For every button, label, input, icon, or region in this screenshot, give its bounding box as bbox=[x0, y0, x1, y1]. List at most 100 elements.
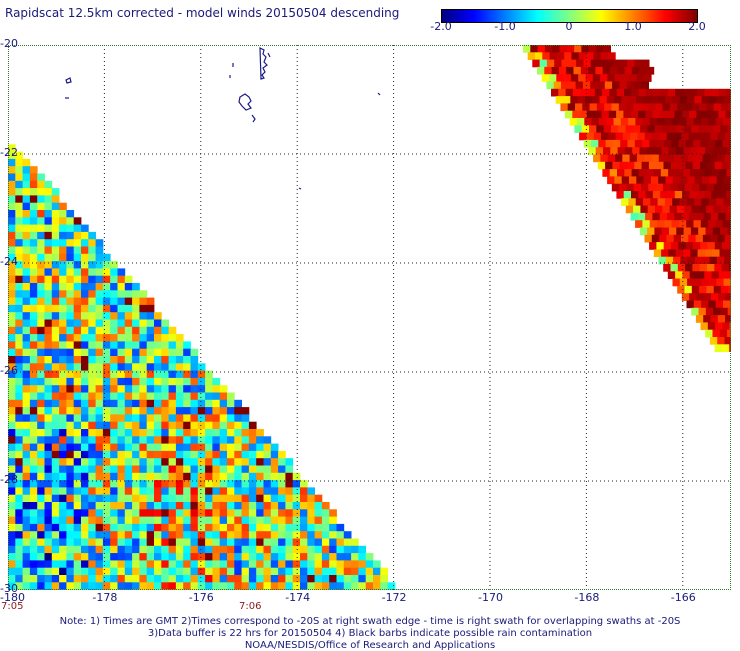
wind-cell bbox=[610, 169, 618, 177]
wind-cell bbox=[344, 546, 352, 554]
wind-cell bbox=[661, 249, 669, 257]
wind-cell bbox=[322, 531, 330, 539]
wind-cell bbox=[638, 111, 646, 119]
wind-cell bbox=[8, 159, 16, 167]
wind-cell bbox=[139, 517, 147, 525]
wind-cell bbox=[118, 444, 126, 452]
wind-cell bbox=[638, 133, 646, 141]
wind-cell bbox=[161, 341, 169, 349]
wind-cell bbox=[198, 553, 206, 561]
wind-cell bbox=[191, 480, 199, 488]
wind-cell bbox=[132, 487, 140, 495]
wind-cell bbox=[66, 217, 74, 225]
wind-cell bbox=[271, 451, 279, 459]
wind-cell bbox=[59, 341, 67, 349]
wind-cell bbox=[110, 341, 118, 349]
wind-cell bbox=[81, 283, 89, 291]
wind-cell bbox=[118, 356, 126, 364]
wind-cell bbox=[66, 473, 74, 481]
wind-cell bbox=[74, 312, 82, 320]
wind-cell bbox=[125, 436, 133, 444]
wind-cell bbox=[227, 414, 235, 422]
wind-cell bbox=[45, 283, 53, 291]
wind-cell bbox=[45, 414, 53, 422]
wind-cell bbox=[704, 293, 712, 301]
wind-cell bbox=[23, 509, 31, 517]
wind-cell bbox=[205, 385, 213, 393]
wind-cell bbox=[646, 169, 654, 177]
wind-cell bbox=[625, 67, 633, 75]
wind-cell bbox=[88, 524, 96, 532]
wind-cell bbox=[264, 458, 272, 466]
wind-cell bbox=[234, 517, 242, 525]
wind-cell bbox=[264, 487, 272, 495]
wind-cell bbox=[593, 52, 601, 60]
wind-cell bbox=[23, 341, 31, 349]
wind-cell bbox=[329, 553, 337, 561]
wind-cell bbox=[8, 385, 16, 393]
wind-cell bbox=[45, 305, 53, 313]
wind-cell bbox=[23, 422, 31, 430]
wind-cell bbox=[234, 502, 242, 510]
wind-cell bbox=[655, 125, 663, 133]
wind-cell bbox=[74, 502, 82, 510]
wind-cell bbox=[37, 560, 45, 568]
wind-cell bbox=[205, 546, 213, 554]
wind-cell bbox=[176, 560, 184, 568]
wind-cell bbox=[88, 305, 96, 313]
wind-cell bbox=[154, 568, 162, 576]
wind-cell bbox=[691, 228, 699, 236]
wind-cell bbox=[645, 133, 653, 141]
wind-cell bbox=[88, 378, 96, 386]
page-title: Rapidscat 12.5km corrected - model winds… bbox=[5, 6, 399, 20]
wind-cell bbox=[601, 133, 609, 141]
wind-cell bbox=[627, 82, 635, 90]
wind-cell bbox=[52, 502, 60, 510]
wind-cell bbox=[161, 436, 169, 444]
wind-cell bbox=[23, 407, 31, 415]
wind-cell bbox=[169, 356, 177, 364]
wind-cell bbox=[227, 553, 235, 561]
wind-cell bbox=[15, 174, 23, 182]
wind-cell bbox=[176, 546, 184, 554]
wind-cell bbox=[730, 118, 731, 126]
wind-cell bbox=[37, 371, 45, 379]
wind-cell bbox=[598, 162, 606, 170]
wind-cell bbox=[220, 429, 228, 437]
wind-cell bbox=[45, 268, 53, 276]
wind-cell bbox=[659, 235, 667, 243]
wind-cell bbox=[636, 198, 644, 206]
wind-cell bbox=[565, 111, 573, 119]
wind-cell bbox=[337, 575, 345, 583]
wind-cell bbox=[715, 220, 723, 228]
wind-cell bbox=[132, 546, 140, 554]
wind-cell bbox=[612, 162, 620, 170]
wind-cell bbox=[81, 429, 89, 437]
wind-cell bbox=[74, 290, 82, 298]
wind-cell bbox=[183, 378, 191, 386]
wind-cell bbox=[132, 429, 140, 437]
wind-cell bbox=[300, 568, 308, 576]
wind-cell bbox=[139, 487, 147, 495]
wind-cell bbox=[59, 385, 67, 393]
wind-cell bbox=[220, 531, 228, 539]
wind-cell bbox=[59, 553, 67, 561]
wind-cell bbox=[242, 509, 250, 517]
wind-cell bbox=[132, 312, 140, 320]
wind-cell bbox=[176, 575, 184, 583]
wind-cell bbox=[96, 393, 104, 401]
wind-cell bbox=[684, 206, 692, 214]
wind-cell bbox=[45, 473, 53, 481]
island-outline bbox=[66, 78, 71, 83]
wind-cell bbox=[15, 203, 23, 211]
swath-time-label: 7:05 bbox=[1, 601, 23, 612]
wind-cell bbox=[59, 210, 67, 218]
wind-cell bbox=[631, 111, 639, 119]
wind-cell bbox=[30, 582, 38, 590]
wind-cell bbox=[74, 444, 82, 452]
wind-cell bbox=[715, 322, 723, 330]
wind-cell bbox=[721, 286, 729, 294]
wind-cell bbox=[673, 279, 681, 287]
wind-cell bbox=[285, 553, 293, 561]
wind-cell bbox=[118, 451, 126, 459]
